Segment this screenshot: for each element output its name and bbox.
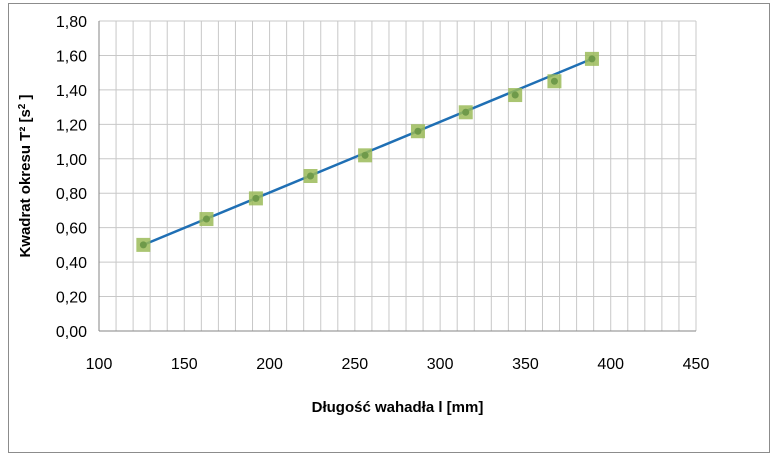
data-point-center [307,172,315,180]
y-tick-label: 0,60 [56,221,87,238]
data-point [410,124,425,139]
y-tick-label: 0,40 [56,255,87,272]
data-point [303,169,318,183]
y-tick-label: 1,20 [56,117,87,134]
y-tick-label: 1,00 [56,152,87,169]
data-point-center [462,108,470,116]
data-point [584,51,599,66]
x-tick-label: 150 [171,356,198,373]
y-tick-label: 1,40 [56,83,87,100]
x-tick-label: 100 [86,356,113,373]
tick-labels: 100 150 200 250 300 350 400 450 0,00 0,20 0,40 0,60… [56,14,710,373]
data-point [358,148,373,163]
data-point-center [252,194,260,202]
x-tick-label: 250 [342,356,369,373]
x-tick-label: 400 [597,356,624,373]
x-axis-title: Długość wahadła l [mm] [312,399,484,416]
data-points [136,51,599,252]
data-point [458,105,473,120]
x-tick-label: 300 [427,356,454,373]
y-tick-label: 1,60 [56,48,87,65]
data-point-center [414,127,422,135]
data-point [248,191,263,206]
x-tick-label: 350 [512,356,539,373]
data-point [136,237,151,252]
data-point-center [511,91,519,99]
data-point-center [139,241,147,249]
grid-lines [98,20,697,332]
y-tick-label: 0,00 [56,324,87,341]
y-axis-title-sup: 2 [17,103,28,109]
x-tick-label: 200 [256,356,283,373]
y-tick-label: 1,80 [56,14,87,31]
y-tick-label: 0,20 [56,290,87,307]
y-tick-label: 0,80 [56,186,87,203]
data-point-center [550,77,558,85]
y-axis-title-end: ] [17,94,34,103]
data-point-center [202,215,210,223]
data-point-center [361,151,369,159]
data-point [199,212,214,227]
y-axis-title-main: Kwadrat okresu T² [s [17,109,34,257]
x-tick-label: 450 [683,356,710,373]
y-axis-title: Kwadrat okresu T² [s2 ] [17,94,35,257]
data-point [508,88,523,103]
data-point [547,74,562,89]
data-point-center [588,55,596,63]
